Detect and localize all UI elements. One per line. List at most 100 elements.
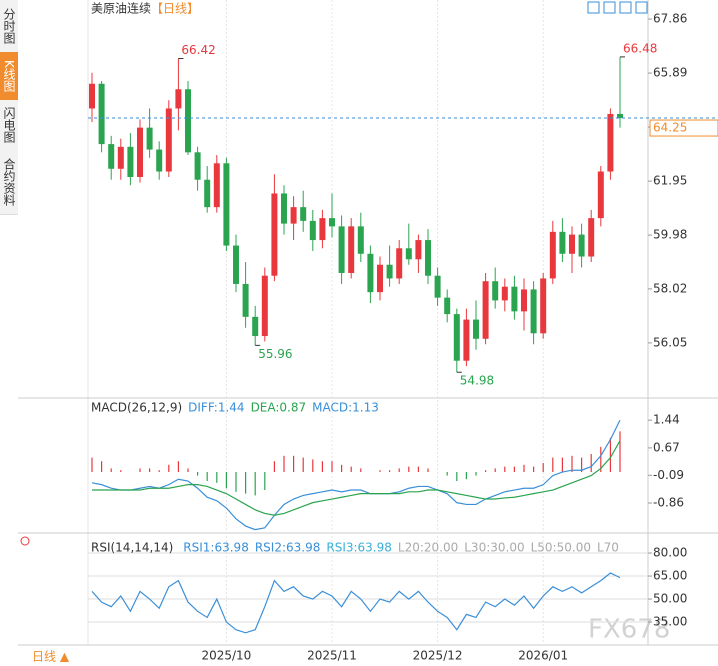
candle-body — [377, 264, 383, 293]
candle-body — [453, 314, 460, 361]
candle-body — [137, 127, 143, 177]
candle-body — [386, 264, 393, 279]
legend-entry: L30:30.00 — [464, 541, 524, 555]
background — [18, 0, 718, 666]
candle-body — [156, 149, 163, 172]
candle-body — [617, 113, 623, 119]
legend-entry: L70 — [597, 541, 619, 555]
candle-body — [194, 152, 201, 180]
panel-title: MACD(26,12,9) — [91, 401, 182, 415]
y-tick-label: 59.98 — [653, 228, 687, 242]
panel-title: 美原油连续 — [91, 1, 151, 16]
candle-body — [511, 286, 518, 312]
icon[interactable] — [587, 1, 600, 14]
candle-body — [405, 248, 412, 260]
y-tick-label: 58.02 — [653, 281, 687, 295]
candle-body — [578, 234, 585, 257]
icon[interactable] — [603, 1, 616, 14]
x-tick-label: 2025/11 — [307, 649, 357, 663]
sidebar-tab[interactable]: K线图 — [0, 52, 18, 101]
y-tick-label: 35.00 — [653, 615, 687, 629]
candle-body — [127, 146, 134, 177]
y-tick-label: 50.00 — [653, 592, 687, 606]
candle-body — [165, 108, 172, 172]
candle-body — [252, 316, 259, 337]
legend-entry: L20:20.00 — [398, 541, 458, 555]
candle-body — [329, 218, 335, 227]
panel-title: RSI(14,14,14) — [91, 541, 173, 555]
y-tick-label: 61.95 — [653, 174, 687, 188]
y-tick-label: 0.67 — [653, 440, 680, 454]
candle-body — [530, 289, 537, 334]
candle-body — [117, 146, 124, 169]
watermark: FX678 — [588, 615, 670, 645]
settings-icon[interactable] — [20, 536, 30, 546]
legend-entry: RSI1:63.98 — [183, 541, 249, 555]
candle-body — [367, 253, 374, 293]
candle-body — [444, 297, 451, 315]
y-tick-label: 56.05 — [653, 335, 687, 349]
x-tick-label: 2026/01 — [518, 649, 568, 663]
candle-body — [271, 193, 278, 276]
candle-body — [338, 226, 345, 273]
candle-body — [501, 286, 508, 301]
candle-body — [98, 83, 105, 145]
y-tick-label: 65.00 — [653, 569, 687, 583]
candle-body — [146, 127, 153, 150]
candle-body — [261, 275, 268, 337]
y-tick-label: 1.44 — [653, 413, 680, 427]
toolbar-icons[interactable] — [587, 1, 648, 14]
candle-body — [319, 218, 326, 241]
sidebar-tab[interactable]: 合约资料 — [0, 150, 18, 215]
candle-body — [300, 207, 307, 221]
period-label: 【日线】 — [151, 2, 199, 16]
sidebar-tab[interactable]: 分时图 — [0, 0, 18, 53]
candle-body — [185, 89, 191, 153]
last-price-box — [649, 119, 718, 137]
candle-body — [281, 193, 287, 224]
indicator-line — [91, 572, 621, 634]
candle-body — [588, 218, 595, 257]
legend-entry: RSI3:63.98 — [326, 541, 392, 555]
annotation-label: 66.42 — [181, 43, 215, 57]
icon[interactable] — [619, 1, 632, 14]
candle-body — [607, 113, 614, 172]
candle-body — [348, 226, 355, 273]
candle-body — [463, 319, 470, 361]
x-tick-label: 2025/10 — [201, 649, 251, 663]
annotation-label: 66.48 — [623, 41, 657, 55]
candle-body — [482, 281, 489, 339]
candle-body — [223, 163, 230, 246]
candle-body — [357, 226, 364, 254]
candle-body — [89, 83, 95, 109]
candle-body — [492, 281, 499, 301]
candle-body — [309, 220, 316, 241]
annotation-label: 54.98 — [460, 374, 494, 388]
candle-body — [242, 283, 249, 317]
y-tick-label: 80.00 — [653, 546, 687, 560]
annotation-label: 55.96 — [258, 347, 292, 361]
legend-entry: RSI2:63.98 — [255, 541, 321, 555]
candle-body — [396, 248, 403, 279]
candle-body — [415, 240, 422, 260]
sidebar-tab[interactable]: 闪电图 — [0, 100, 18, 151]
candle-body — [434, 275, 441, 298]
candle-body — [290, 207, 297, 224]
candle-body — [549, 231, 556, 279]
candle-body — [473, 319, 479, 339]
candle-body — [521, 289, 527, 312]
period-button[interactable]: 日线 ▲ — [32, 650, 70, 664]
candle-body — [233, 245, 239, 284]
candle-body — [569, 234, 575, 254]
last-price-label: 64.25 — [653, 121, 687, 135]
legend-entry: DEA:0.87 — [251, 401, 307, 415]
icon[interactable] — [635, 1, 648, 14]
candle-body — [559, 231, 566, 254]
legend-entry: MACD:1.13 — [312, 401, 379, 415]
indicator-line — [91, 419, 621, 531]
y-tick-label: -0.09 — [653, 468, 684, 482]
y-tick-label: 65.89 — [653, 66, 687, 80]
y-tick-label: 67.86 — [653, 12, 687, 26]
candle-body — [425, 240, 431, 276]
